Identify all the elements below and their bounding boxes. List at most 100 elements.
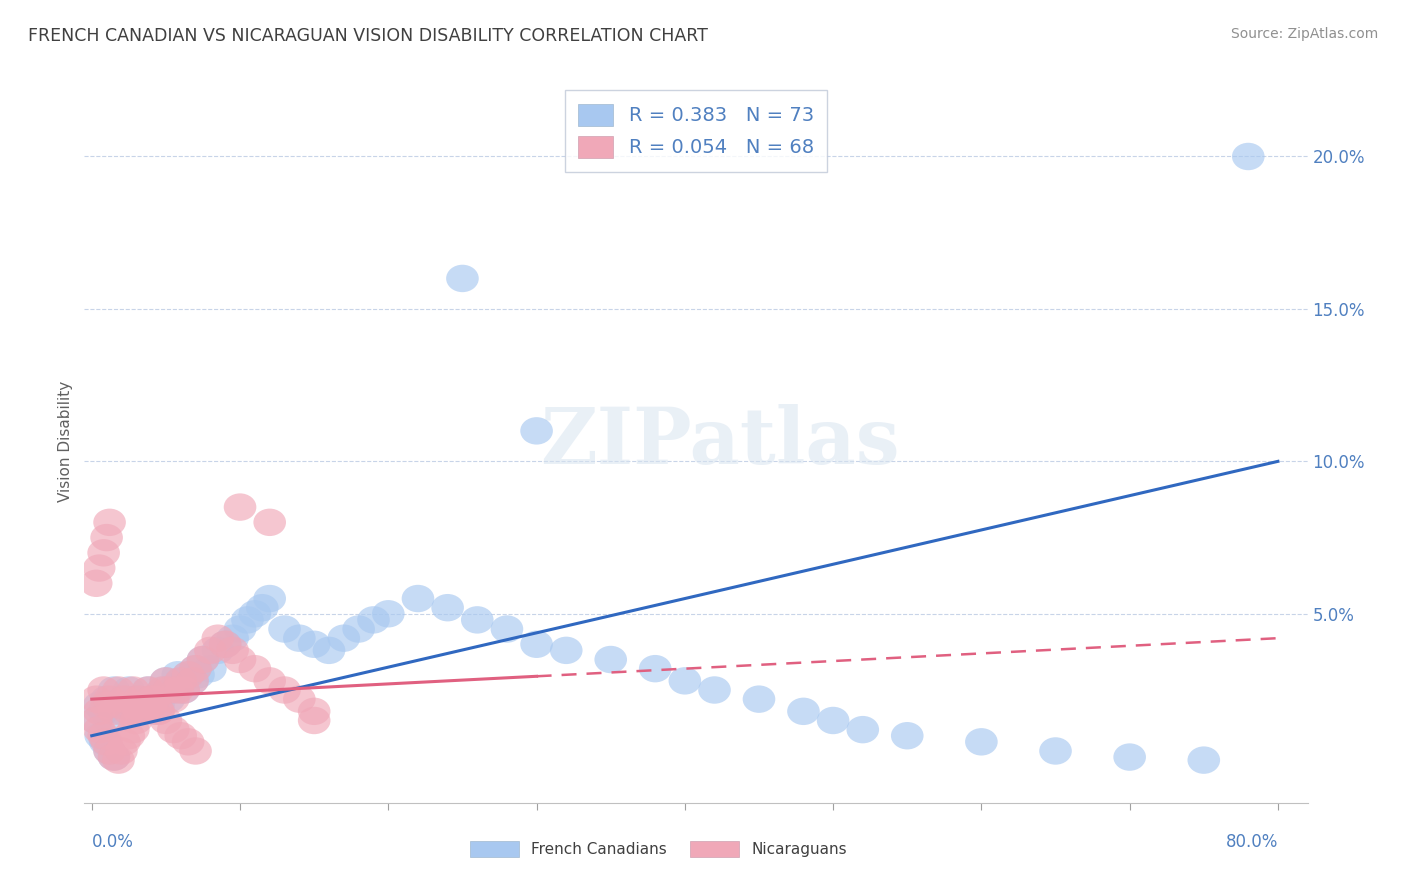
Ellipse shape <box>112 676 145 704</box>
Ellipse shape <box>298 631 330 658</box>
Ellipse shape <box>231 607 264 633</box>
Ellipse shape <box>93 738 127 764</box>
Ellipse shape <box>157 676 190 704</box>
Ellipse shape <box>103 747 135 774</box>
Ellipse shape <box>172 661 204 689</box>
Ellipse shape <box>83 698 115 725</box>
Ellipse shape <box>80 706 112 734</box>
Ellipse shape <box>105 698 138 725</box>
Ellipse shape <box>83 716 115 743</box>
Ellipse shape <box>402 585 434 612</box>
Ellipse shape <box>224 646 256 673</box>
Ellipse shape <box>298 706 330 734</box>
Ellipse shape <box>179 655 212 682</box>
Ellipse shape <box>93 738 127 764</box>
Ellipse shape <box>138 685 170 713</box>
Text: 0.0%: 0.0% <box>91 833 134 851</box>
Ellipse shape <box>595 646 627 673</box>
Ellipse shape <box>269 676 301 704</box>
Ellipse shape <box>112 698 145 725</box>
Ellipse shape <box>135 685 167 713</box>
Ellipse shape <box>165 722 197 749</box>
Ellipse shape <box>97 698 131 725</box>
Ellipse shape <box>172 728 204 756</box>
Ellipse shape <box>97 743 131 771</box>
Ellipse shape <box>787 698 820 725</box>
Ellipse shape <box>128 691 160 719</box>
Ellipse shape <box>120 706 153 734</box>
Ellipse shape <box>87 676 120 704</box>
Ellipse shape <box>491 615 523 643</box>
Ellipse shape <box>187 646 219 673</box>
Ellipse shape <box>167 676 200 704</box>
Ellipse shape <box>357 607 389 633</box>
Ellipse shape <box>461 607 494 633</box>
Ellipse shape <box>87 698 120 725</box>
Ellipse shape <box>149 667 183 695</box>
Ellipse shape <box>89 728 121 756</box>
Ellipse shape <box>246 594 278 622</box>
Ellipse shape <box>117 691 149 719</box>
Ellipse shape <box>83 554 115 582</box>
Ellipse shape <box>142 691 174 719</box>
Text: 80.0%: 80.0% <box>1226 833 1278 851</box>
Ellipse shape <box>87 539 120 566</box>
Ellipse shape <box>93 508 127 536</box>
Ellipse shape <box>93 706 127 734</box>
Ellipse shape <box>283 624 316 652</box>
Ellipse shape <box>342 615 375 643</box>
Text: French Canadians: French Canadians <box>531 841 666 856</box>
Ellipse shape <box>112 722 145 749</box>
Ellipse shape <box>176 667 209 695</box>
Ellipse shape <box>83 691 115 719</box>
Ellipse shape <box>253 585 285 612</box>
Ellipse shape <box>373 600 405 627</box>
Ellipse shape <box>122 685 156 713</box>
Ellipse shape <box>135 691 167 719</box>
Ellipse shape <box>283 685 316 713</box>
Ellipse shape <box>224 615 256 643</box>
Ellipse shape <box>699 676 731 704</box>
Ellipse shape <box>142 698 174 725</box>
Ellipse shape <box>239 600 271 627</box>
Ellipse shape <box>209 631 242 658</box>
Ellipse shape <box>817 706 849 734</box>
Ellipse shape <box>165 667 197 695</box>
Ellipse shape <box>157 716 190 743</box>
Ellipse shape <box>103 676 135 704</box>
Ellipse shape <box>90 728 122 756</box>
Ellipse shape <box>269 615 301 643</box>
Ellipse shape <box>239 655 271 682</box>
Ellipse shape <box>120 691 153 719</box>
Ellipse shape <box>84 722 117 749</box>
Ellipse shape <box>117 676 149 704</box>
Ellipse shape <box>122 698 156 725</box>
Ellipse shape <box>97 743 131 771</box>
Ellipse shape <box>217 637 249 664</box>
Ellipse shape <box>146 676 179 704</box>
Ellipse shape <box>90 685 122 713</box>
Ellipse shape <box>201 624 235 652</box>
Ellipse shape <box>80 706 112 734</box>
Ellipse shape <box>328 624 360 652</box>
Ellipse shape <box>90 691 122 719</box>
Ellipse shape <box>135 685 167 713</box>
Ellipse shape <box>142 698 174 725</box>
Ellipse shape <box>80 570 112 597</box>
Ellipse shape <box>153 685 186 713</box>
Ellipse shape <box>1232 143 1264 170</box>
Ellipse shape <box>149 667 183 695</box>
Text: Source: ZipAtlas.com: Source: ZipAtlas.com <box>1230 27 1378 41</box>
Ellipse shape <box>172 661 204 689</box>
Ellipse shape <box>97 676 131 704</box>
Ellipse shape <box>224 493 256 521</box>
Ellipse shape <box>1188 747 1220 774</box>
Y-axis label: Vision Disability: Vision Disability <box>58 381 73 502</box>
Ellipse shape <box>105 691 138 719</box>
Ellipse shape <box>742 685 775 713</box>
FancyBboxPatch shape <box>470 841 519 857</box>
Ellipse shape <box>253 667 285 695</box>
Ellipse shape <box>90 524 122 551</box>
Ellipse shape <box>165 667 197 695</box>
Ellipse shape <box>128 698 160 725</box>
